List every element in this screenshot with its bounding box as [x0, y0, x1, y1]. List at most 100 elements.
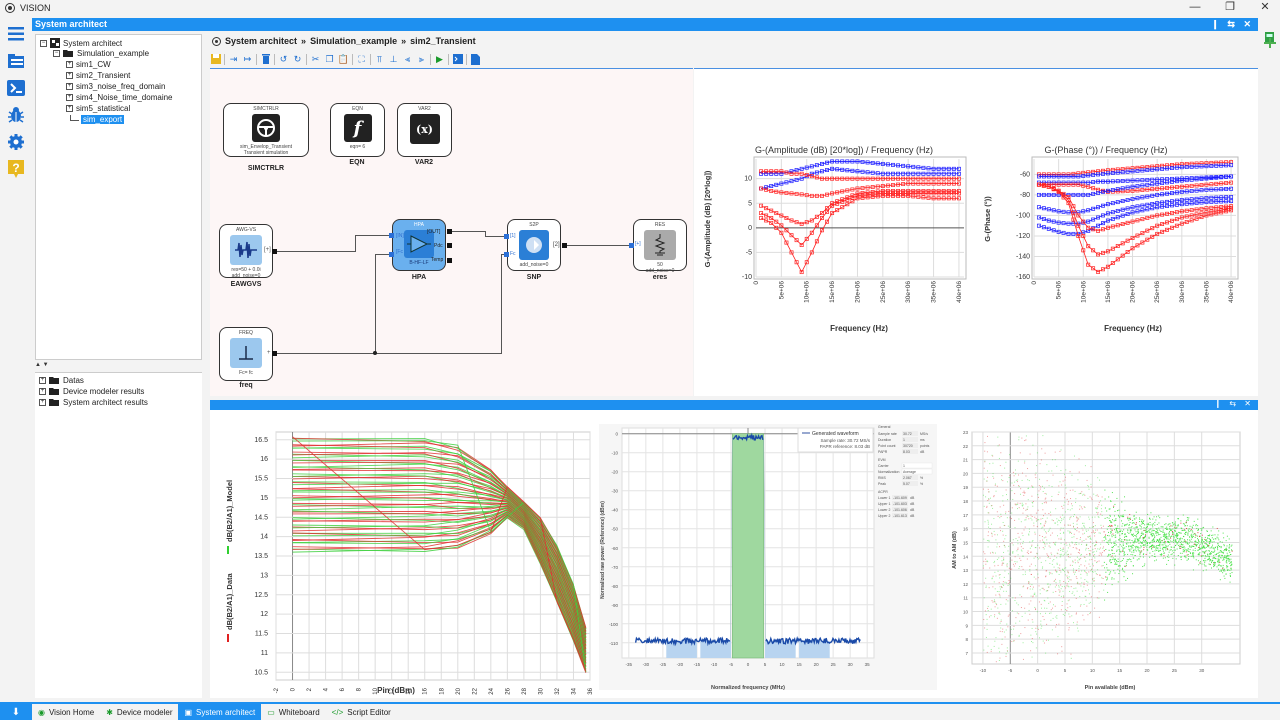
tree-item-sim4[interactable]: + sim4_Noise_time_domaine: [66, 93, 173, 102]
port-hpa-temp[interactable]: [447, 258, 452, 263]
svg-text:5: 5: [748, 200, 752, 207]
svg-text:-70: -70: [611, 565, 618, 570]
tab-whiteboard[interactable]: ▭ Whiteboard: [261, 704, 325, 720]
port-res-in[interactable]: [629, 243, 634, 248]
port-hpa-in[interactable]: [389, 233, 394, 238]
distribute-h-icon[interactable]: ⫷: [402, 54, 413, 65]
help-icon[interactable]: ?: [6, 159, 26, 179]
bottom-panel-controls[interactable]: ❙ ⇆ ✕: [1214, 399, 1254, 408]
results-plots-panel: -2 0 2 4 6 8 10 12 14 16 18 20 22 24 26 28 30 32 34 36 16.5 1…: [210, 410, 1258, 698]
maximize-button[interactable]: ❐: [1215, 0, 1245, 16]
close-button[interactable]: ✕: [1250, 0, 1280, 16]
undo-icon[interactable]: ↺: [278, 54, 289, 65]
wire-junction: [373, 351, 377, 355]
tree-item-system-architect-results[interactable]: + System architect results: [39, 398, 148, 407]
results-charts: -2 0 2 4 6 8 10 12 14 16 18 20 22 24 26 28 30 32 34 3616.51…: [210, 410, 1258, 698]
svg-text:10e+06: 10e+06: [1080, 281, 1087, 303]
tree-item-sim3[interactable]: + sim3_noise_freq_domain: [66, 82, 165, 91]
block-freq[interactable]: FREQ Fc= fc: [219, 327, 273, 381]
tab-vision-home[interactable]: ◉ Vision Home: [32, 704, 100, 720]
breadcrumb-item[interactable]: sim2_Transient: [410, 36, 476, 46]
tab-device-modeler[interactable]: ✱ Device modeler: [100, 704, 178, 720]
paste-icon[interactable]: 📋: [338, 54, 349, 65]
project-folder-icon[interactable]: [6, 51, 26, 71]
save-icon[interactable]: [210, 54, 221, 65]
settings-gear-icon[interactable]: [6, 132, 26, 152]
svg-text:30e+06: 30e+06: [905, 281, 912, 303]
svg-text:Generated waveform: Generated waveform: [812, 431, 859, 437]
svg-text:Normalized raw power (Referenc: Normalized raw power (Reference) (dBm): [600, 501, 606, 599]
port-hpa-pdc[interactable]: [447, 243, 452, 248]
breadcrumb-item[interactable]: System architect: [225, 36, 297, 46]
wire: [485, 236, 504, 237]
export-doc-icon[interactable]: [470, 54, 481, 65]
svg-text:30e+06: 30e+06: [1179, 281, 1186, 303]
svg-text:-100: -100: [1016, 212, 1030, 219]
export-icon[interactable]: ↦: [242, 54, 253, 65]
fit-view-icon[interactable]: ⛶: [356, 54, 367, 65]
wire: [501, 254, 504, 255]
svg-text:G-(Amplitude (dB) [20*log]) /: G-(Amplitude (dB) [20*log]) / Frequency …: [755, 145, 933, 155]
svg-text:AM to AM (dB): AM to AM (dB): [952, 531, 958, 569]
project-tree: − System architect − Simulation_example + s…: [35, 34, 202, 360]
tree-root[interactable]: − System architect: [40, 38, 122, 48]
svg-text:-60: -60: [611, 546, 618, 551]
svg-text:-100: -100: [609, 622, 619, 627]
svg-text:8: 8: [357, 687, 363, 691]
align-top-icon[interactable]: ⫪: [374, 54, 385, 65]
svg-text:Lower 2: Lower 2: [878, 508, 891, 512]
svg-text:PAPR: PAPR: [878, 450, 888, 454]
frequency-plots-panel: G-(Amplitude (dB) [20*log]) / Frequency …: [694, 68, 1258, 396]
svg-text:12: 12: [963, 582, 969, 587]
svg-text:25: 25: [1172, 668, 1178, 673]
breadcrumb-item[interactable]: Simulation_example: [310, 36, 397, 46]
svg-text:Upper 2: Upper 2: [878, 514, 891, 518]
amplitude-phase-charts: G-(Amplitude (dB) [20*log]) / Frequency …: [694, 69, 1258, 397]
schematic-canvas[interactable]: SIMCTRLR sim_Envelop_Transient Transient…: [210, 68, 693, 396]
port-s2p-fc[interactable]: [504, 252, 509, 257]
port-hpa-fc[interactable]: [389, 252, 394, 257]
delete-icon[interactable]: [260, 54, 271, 65]
import-icon[interactable]: ⇥: [228, 54, 239, 65]
tree-item-sim5[interactable]: + sim5_statistical: [66, 104, 130, 113]
run-icon[interactable]: ▶: [434, 54, 445, 65]
vision-logo-icon: [212, 37, 221, 46]
panel-header-controls[interactable]: ❙ ⇆ ✕: [1211, 18, 1254, 31]
port-s2p-1[interactable]: [504, 234, 509, 239]
pin-icon[interactable]: ⬇: [0, 704, 32, 720]
splitter-arrows[interactable]: ▲ ▼: [35, 362, 49, 368]
tree-item-datas[interactable]: + Datas: [39, 376, 84, 385]
tree-item-sim2[interactable]: + sim2_Transient: [66, 71, 130, 80]
tab-script-editor[interactable]: </> Script Editor: [326, 704, 397, 720]
block-eqn[interactable]: EQN f eqn= 6: [330, 103, 385, 157]
tab-system-architect[interactable]: ▣ System architect: [178, 704, 261, 720]
block-res[interactable]: RES 50 add_noise=0: [633, 219, 687, 271]
debug-bug-icon[interactable]: [6, 105, 26, 125]
block-var2[interactable]: VAR2 (x): [397, 103, 452, 157]
console-icon[interactable]: [452, 54, 463, 65]
menu-icon[interactable]: [6, 24, 26, 44]
plugin-icon[interactable]: [1264, 38, 1276, 50]
terminal-icon[interactable]: [6, 78, 26, 98]
tree-item-device-modeler-results[interactable]: + Device modeler results: [39, 387, 144, 396]
tree-folder-simulation-example[interactable]: − Simulation_example: [53, 49, 149, 58]
svg-text:34: 34: [571, 687, 577, 694]
cut-icon[interactable]: ✂: [310, 54, 321, 65]
copy-icon[interactable]: ❐: [324, 54, 335, 65]
svg-text:-5: -5: [1008, 668, 1012, 673]
distribute-v-icon[interactable]: ⫸: [416, 54, 427, 65]
whiteboard-icon: ▭: [267, 708, 275, 717]
tree-item-sim1[interactable]: + sim1_CW: [66, 60, 111, 69]
redo-icon[interactable]: ↻: [292, 54, 303, 65]
folder-icon: [49, 376, 60, 385]
minimize-button[interactable]: —: [1180, 0, 1210, 16]
wire: [375, 254, 376, 354]
svg-text:35e+06: 35e+06: [931, 281, 938, 303]
svg-text:16: 16: [260, 456, 268, 463]
svg-text:dB: dB: [910, 514, 915, 518]
align-center-icon[interactable]: ⊥: [388, 54, 399, 65]
block-simctrlr[interactable]: SIMCTRLR sim_Envelop_Transient Transient…: [223, 103, 309, 157]
svg-text:-10: -10: [742, 274, 752, 281]
dc-source-icon: [230, 338, 262, 368]
tree-item-sim-export[interactable]: sim_export: [70, 115, 124, 124]
